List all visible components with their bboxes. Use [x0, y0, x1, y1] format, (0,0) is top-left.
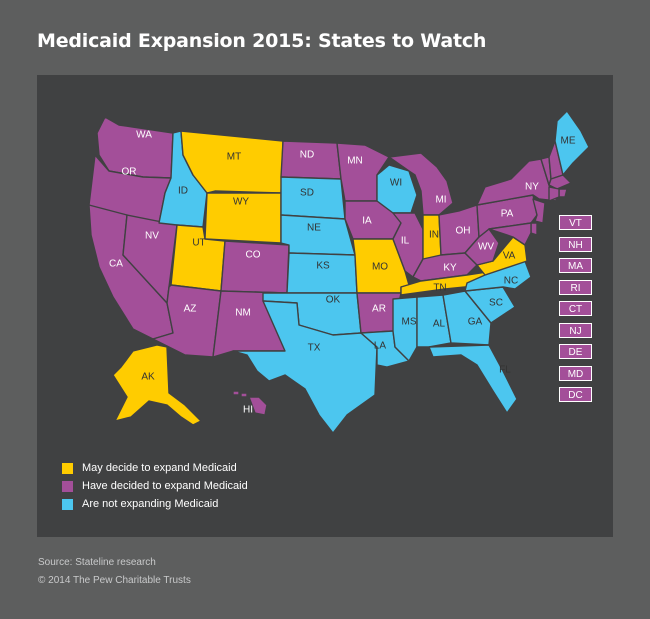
state-label-FL: FL [499, 365, 511, 376]
small-state-NJ: NJ [559, 323, 592, 338]
states-layer [88, 110, 590, 434]
state-label-WA: WA [136, 130, 152, 141]
state-FL [428, 344, 518, 414]
state-label-MI: MI [435, 195, 446, 206]
legend-item-may-decide: May decide to expand Medicaid [62, 459, 248, 477]
state-label-UT: UT [192, 238, 205, 249]
state-label-AL: AL [433, 319, 446, 330]
state-DE [530, 222, 538, 236]
state-label-GA: GA [468, 317, 483, 328]
state-label-PA: PA [501, 209, 514, 220]
state-label-WI: WI [390, 178, 402, 189]
labels-layer: WA OR CA NV ID MT WY UT AZ CO NM ND SD N… [109, 130, 576, 416]
state-label-WV: WV [478, 242, 494, 253]
small-state-CT: CT [559, 301, 592, 316]
us-map: WA OR CA NV ID MT WY UT AZ CO NM ND SD N… [88, 110, 590, 434]
state-label-OR: OR [122, 167, 137, 178]
state-RI [558, 188, 568, 198]
legend-label: Have decided to expand Medicaid [82, 480, 248, 492]
state-label-OH: OH [456, 226, 471, 237]
state-label-LA: LA [374, 341, 387, 352]
state-label-IN: IN [429, 230, 439, 241]
copyright-note: © 2014 The Pew Charitable Trusts [38, 575, 191, 586]
state-label-MS: MS [402, 317, 417, 328]
small-state-VT: VT [559, 215, 592, 230]
legend-item-have-decided: Have decided to expand Medicaid [62, 477, 248, 495]
state-label-WY: WY [233, 197, 249, 208]
state-label-AK: AK [141, 372, 155, 383]
state-label-KY: KY [443, 263, 457, 274]
state-label-NY: NY [525, 182, 539, 193]
state-label-SD: SD [300, 188, 314, 199]
state-label-NE: NE [307, 223, 321, 234]
state-label-TX: TX [308, 343, 321, 354]
legend-swatch [62, 462, 73, 474]
small-state-MA: MA [559, 258, 592, 273]
state-label-IA: IA [362, 216, 372, 227]
state-HI [248, 396, 268, 416]
legend-label: Are not expanding Medicaid [82, 498, 219, 510]
state-label-MN: MN [347, 156, 363, 167]
legend-label: May decide to expand Medicaid [82, 462, 237, 474]
state-label-NV: NV [145, 231, 159, 242]
map-panel: WA OR CA NV ID MT WY UT AZ CO NM ND SD N… [37, 75, 613, 537]
state-AK [112, 344, 202, 426]
state-label-AR: AR [372, 304, 386, 315]
state-label-TN: TN [433, 283, 446, 294]
state-label-KS: KS [316, 261, 330, 272]
state-label-ID: ID [178, 186, 188, 197]
state-AL [416, 294, 452, 348]
map-title: Medicaid Expansion 2015: States to Watch [37, 30, 487, 52]
state-label-VA: VA [503, 251, 516, 262]
state-GA [442, 290, 492, 346]
state-label-CA: CA [109, 259, 123, 270]
state-label-OK: OK [326, 295, 341, 306]
state-label-MO: MO [372, 262, 388, 273]
legend-item-not-expanding: Are not expanding Medicaid [62, 495, 248, 513]
legend: May decide to expand Medicaid Have decid… [62, 459, 248, 513]
state-label-AZ: AZ [184, 304, 197, 315]
state-label-CO: CO [246, 250, 261, 261]
state-CT [548, 186, 560, 202]
state-label-ME: ME [561, 136, 576, 147]
source-note: Source: Stateline research [38, 557, 156, 568]
state-NJ [532, 198, 546, 224]
state-ME [554, 110, 590, 176]
small-state-MD: MD [559, 366, 592, 381]
state-MD [488, 222, 532, 246]
small-state-RI: RI [559, 280, 592, 295]
state-label-ND: ND [300, 150, 314, 161]
small-state-DE: DE [559, 344, 592, 359]
legend-swatch [62, 480, 73, 492]
state-label-NC: NC [504, 276, 518, 287]
state-label-MT: MT [227, 152, 241, 163]
small-state-NH: NH [559, 237, 592, 252]
state-TX [232, 300, 378, 434]
state-NE [280, 214, 356, 256]
state-WI [376, 164, 418, 214]
state-KS [286, 252, 358, 294]
state-label-HI: HI [243, 405, 253, 416]
legend-swatch [62, 498, 73, 510]
state-label-SC: SC [489, 298, 503, 309]
state-label-IL: IL [401, 236, 410, 247]
state-HI-islet-1 [232, 390, 240, 396]
state-HI-islet-2 [240, 392, 248, 398]
small-state-DC: DC [559, 387, 592, 402]
state-label-NM: NM [235, 308, 251, 319]
